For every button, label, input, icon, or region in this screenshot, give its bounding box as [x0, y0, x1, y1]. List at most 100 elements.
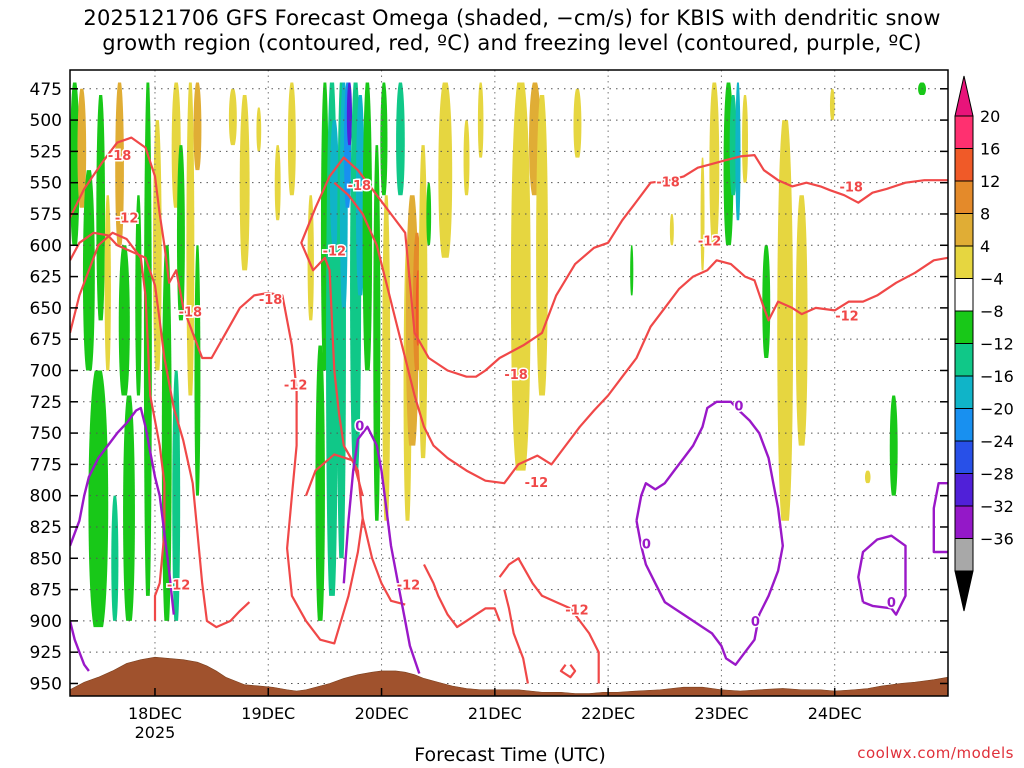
omega-band [396, 82, 405, 196]
colorbar-swatch [954, 180, 974, 214]
omega-band [287, 82, 296, 196]
contour-label: -12 [397, 579, 421, 594]
contour-label: 0 [642, 537, 651, 552]
colorbar-swatch [954, 505, 974, 539]
contour-label: -12 [835, 309, 859, 324]
y-tick-label: 550 [30, 174, 62, 194]
omega-band [864, 470, 871, 484]
omega-band [382, 195, 391, 521]
colorbar-swatch [954, 473, 974, 507]
snow-growth-contour [304, 453, 364, 497]
omega-band [630, 245, 634, 296]
omega-band [438, 82, 453, 258]
chart-title-line-1: 2025121706 GFS Forecast Omega (shaded, −… [83, 6, 941, 30]
omega-band [96, 95, 106, 321]
snow-growth-contour [559, 664, 577, 679]
snow-growth-contour [70, 136, 364, 645]
omega-band [536, 95, 548, 396]
contour-label: -18 [259, 293, 283, 308]
omega-band [742, 95, 748, 183]
omega-band [463, 120, 470, 196]
colorbar-swatch [954, 245, 974, 279]
freezing-level-contour [70, 406, 175, 615]
contour-label: -12 [565, 604, 589, 619]
colorbar-swatch [954, 375, 974, 409]
colorbar-swatch [954, 408, 974, 442]
y-tick-label: 525 [30, 142, 62, 162]
omega-band [194, 245, 201, 496]
contour-label: 0 [355, 420, 364, 435]
snow-growth-contour [498, 557, 600, 684]
snow-growth-contour [503, 589, 529, 684]
y-tick-label: 850 [30, 549, 62, 569]
omega-band [118, 245, 130, 396]
snow-growth-contour [333, 181, 948, 485]
terrain-layer [70, 656, 948, 696]
omega-band [795, 195, 808, 446]
colorbar-label: −16 [980, 367, 1014, 386]
omega-band [315, 345, 325, 621]
omega-band [510, 82, 531, 471]
contour-label: -12 [698, 234, 722, 249]
chart-title-line-2: growth region (contoured, red, ºC) and f… [102, 31, 922, 55]
colorbar-swatch [954, 148, 974, 182]
colorbar-top-arrow [954, 75, 974, 117]
y-tick-label: 800 [30, 487, 62, 507]
omega-band [346, 82, 353, 146]
x-tick-label: 21DEC [468, 704, 522, 723]
omega-band [161, 245, 172, 621]
freezing-level-contour [70, 620, 90, 672]
y-tick-label: 775 [30, 455, 62, 475]
contour-label: -18 [108, 149, 132, 164]
contour-layer [70, 136, 948, 684]
y-tick-label: 600 [30, 236, 62, 256]
colorbar: 20 16 12 8 4 −4 −8 −12 −16 −20 −24 −28 −32 −36 [954, 75, 1014, 612]
colorbar-label: −24 [980, 432, 1014, 451]
y-tick-label: 825 [30, 518, 62, 538]
omega-band [355, 95, 365, 296]
axes: 475 500 525 550 575 600 625 650 675 700 725 750 775 8… [30, 80, 948, 742]
contour-label: -12 [323, 244, 347, 259]
contour-label: 0 [887, 596, 896, 611]
freezing-level-contour [635, 400, 784, 666]
omega-band [762, 245, 771, 358]
y-tick-label: 575 [30, 205, 62, 225]
omega-band [669, 213, 674, 246]
contour-label: -12 [167, 579, 191, 594]
y-tick-label: 625 [30, 268, 62, 288]
omega-band [274, 145, 281, 221]
colorbar-swatch [954, 440, 974, 474]
y-tick-label: 500 [30, 111, 62, 131]
omega-band [256, 107, 262, 152]
omega-band [700, 157, 705, 271]
omega-band [111, 495, 119, 621]
x-tick-label: 22DEC [581, 704, 635, 723]
omega-band [88, 370, 109, 628]
freezing-level-contour [342, 425, 421, 674]
colorbar-label: −8 [980, 302, 1004, 321]
contour-label: -18 [179, 306, 203, 321]
y-tick-label: 650 [30, 299, 62, 319]
omega-band [307, 195, 314, 321]
omega-band [123, 395, 135, 621]
omega-band [418, 145, 428, 459]
freezing-level-contour [932, 482, 948, 554]
y-tick-label: 725 [30, 393, 62, 413]
colorbar-bottom-arrow [954, 570, 974, 612]
omega-band [186, 82, 195, 396]
plot-frame [69, 69, 949, 697]
contour-label: 0 [751, 615, 760, 630]
contour-label: -18 [348, 179, 372, 194]
colorbar-label: 8 [980, 205, 990, 224]
colorbar-label: −32 [980, 497, 1014, 516]
colorbar-label: −36 [980, 530, 1014, 549]
x-axis-title: Forecast Time (UTC) [414, 744, 606, 766]
colorbar-label: −12 [980, 335, 1014, 354]
colorbar-label: 16 [980, 140, 1000, 159]
y-tick-label: 925 [30, 643, 62, 663]
contour-label: -18 [504, 368, 528, 383]
credit-link[interactable]: coolwx.com/models [857, 744, 1014, 762]
colorbar-swatch [954, 538, 974, 572]
colorbar-label: −28 [980, 465, 1014, 484]
y-tick-label: 875 [30, 581, 62, 601]
